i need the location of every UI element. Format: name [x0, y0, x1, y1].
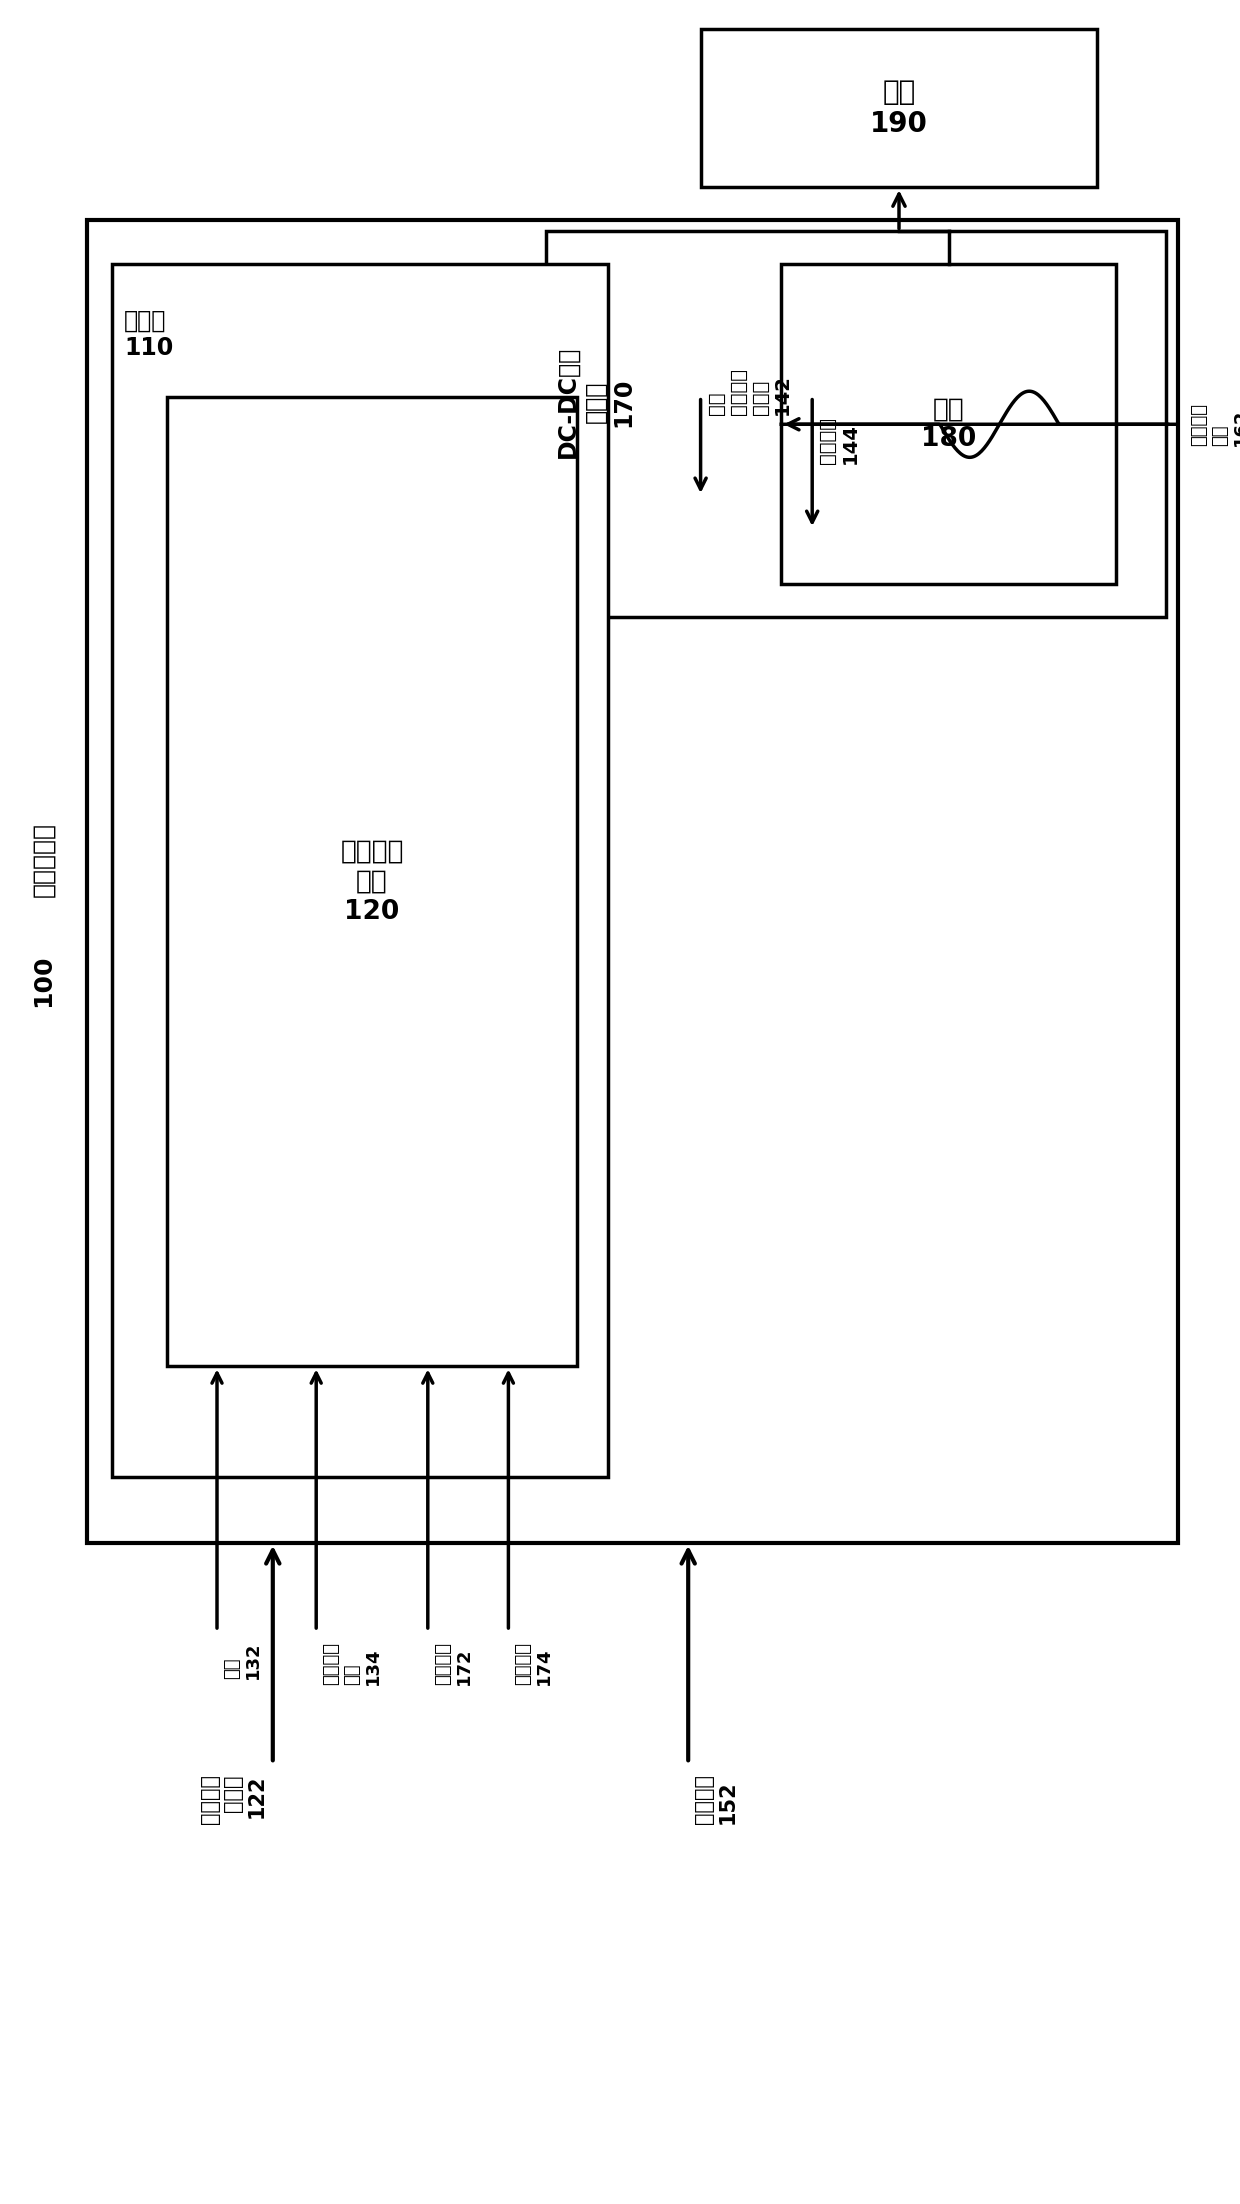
Text: 控制逻辑
单元
120: 控制逻辑 单元 120	[340, 838, 404, 926]
Bar	[781, 264, 1116, 584]
Text: 电感
132: 电感 132	[223, 1642, 262, 1679]
Bar	[701, 29, 1097, 187]
Text: 负载
190: 负载 190	[870, 77, 928, 139]
Bar	[546, 231, 1166, 617]
Bar	[112, 264, 608, 1477]
Text: 电流驱动器: 电流驱动器	[31, 822, 56, 897]
Text: 目标平均
电流値
122: 目标平均 电流値 122	[200, 1774, 267, 1825]
Text: 控制器
110: 控制器 110	[124, 309, 174, 361]
Text: 激活输入
152: 激活输入 152	[694, 1774, 738, 1825]
Text: 开关信号
输出
162: 开关信号 输出 162	[1190, 403, 1240, 445]
Text: 目标
峰值电流
设置点
142: 目标 峰值电流 设置点 142	[707, 368, 792, 414]
Text: 输入电压
174: 输入电压 174	[515, 1642, 553, 1686]
Text: 负载电压
172: 负载电压 172	[434, 1642, 472, 1686]
Text: 开关
180: 开关 180	[921, 397, 976, 452]
Text: 关断时间
144: 关断时间 144	[818, 417, 859, 465]
Bar	[167, 397, 577, 1366]
Bar	[87, 220, 1178, 1543]
Text: 100: 100	[31, 954, 56, 1007]
Text: 内部传播
时间
134: 内部传播 时间 134	[322, 1642, 382, 1686]
Text: DC-DC降压
转换器
170: DC-DC降压 转换器 170	[556, 346, 635, 458]
